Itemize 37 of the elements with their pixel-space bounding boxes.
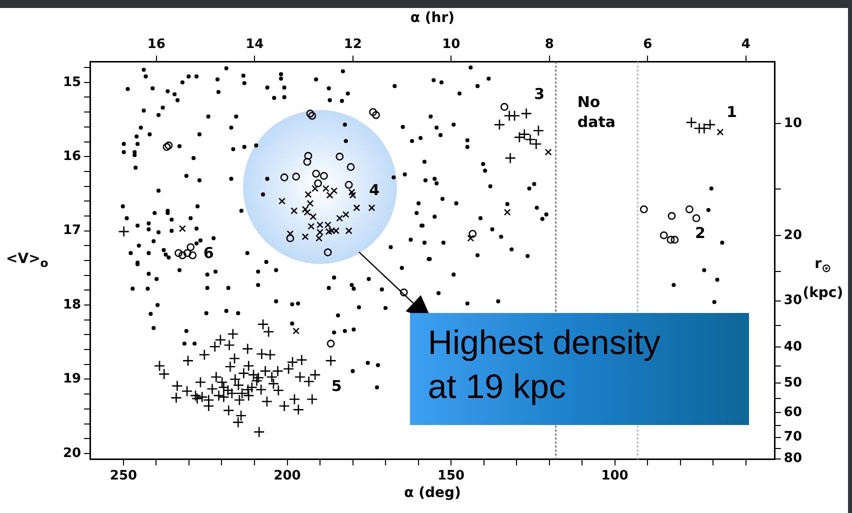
annotation: 3 xyxy=(534,84,545,104)
x2-axis-title: α (hr) xyxy=(410,10,455,26)
x-tick-label: 250 xyxy=(110,468,138,484)
x-axis-title: α (deg) xyxy=(404,485,461,502)
annotation: 4 xyxy=(369,180,380,200)
x2-tick-label: 16 xyxy=(147,37,166,52)
y2-tick-label: 20 xyxy=(784,228,802,243)
x2-tick-label: 6 xyxy=(643,37,652,52)
annotation: 1 xyxy=(726,102,737,122)
y2-axis-title: r$_{⊙}$ (kpc) xyxy=(802,254,844,304)
x2-tick-label: 8 xyxy=(544,37,554,52)
annotation: 5 xyxy=(331,376,342,396)
y-tick-label: 19 xyxy=(62,372,82,387)
y-tick-label: 17 xyxy=(62,223,82,238)
x2-tick-label: 12 xyxy=(344,37,362,52)
y-axis-title: <V>$_{o}$ xyxy=(6,250,48,270)
x-tick-label: 150 xyxy=(437,468,465,484)
y2-tick-label: 50 xyxy=(784,375,802,390)
y-tick-label: 20 xyxy=(62,446,82,461)
y-tick-label: 15 xyxy=(62,74,82,90)
annotation: No data xyxy=(577,92,616,132)
annotation: 6 xyxy=(203,242,214,263)
x2-tick-label: 10 xyxy=(442,37,460,52)
y2-tick-label: 60 xyxy=(784,404,802,420)
annotation: Highest density at 19 kpc xyxy=(428,323,662,408)
y2-tick-label: 10 xyxy=(784,116,802,132)
x2-tick-label: 4 xyxy=(741,37,750,52)
y-tick-label: 16 xyxy=(62,148,82,164)
y2-tick-label: 40 xyxy=(784,339,802,354)
y2-tick-label: 70 xyxy=(784,430,802,445)
x-tick-label: 100 xyxy=(601,468,628,484)
y2-tick-label: 80 xyxy=(784,451,802,466)
y-tick-label: 18 xyxy=(62,297,82,312)
y2-tick-label: 30 xyxy=(784,293,802,308)
x-tick-label: 200 xyxy=(274,468,301,484)
annotation: 2 xyxy=(695,222,706,243)
x2-tick-label: 14 xyxy=(246,37,264,52)
